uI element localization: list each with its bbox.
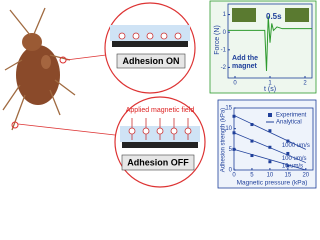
adhesion-off-panel: Applied magnetic field Adhesion OFF bbox=[114, 96, 206, 188]
inset-photo bbox=[285, 8, 309, 22]
connector bbox=[17, 123, 116, 136]
x-axis-label: Magnetic pressure (kPa) bbox=[237, 180, 308, 187]
y-tick-label: -1 bbox=[221, 47, 227, 53]
experiment-point bbox=[250, 139, 254, 143]
connector bbox=[65, 54, 107, 61]
adhesion-on-panel: Adhesion ON bbox=[104, 2, 196, 94]
line-label: 100 um/s bbox=[282, 156, 307, 162]
line-label: 10 um/s bbox=[282, 164, 303, 170]
analytical-line bbox=[233, 115, 306, 150]
y-tick-label: 10 bbox=[225, 126, 232, 132]
analytical-line bbox=[233, 132, 306, 163]
annotation: Add the bbox=[232, 55, 258, 62]
x-axis-label: t (s) bbox=[264, 86, 276, 93]
foot-marker bbox=[11, 121, 19, 129]
x-tick-label: 15 bbox=[285, 173, 292, 179]
annotation: magnet bbox=[232, 63, 258, 70]
experiment-point bbox=[250, 154, 254, 158]
x-tick-label: 0 bbox=[232, 173, 236, 179]
line-label: 1000 um/s bbox=[282, 143, 310, 149]
y-tick-label: 1 bbox=[223, 12, 227, 18]
experiment-point bbox=[268, 160, 272, 164]
y-axis-label: Adhesion strength (kPa) bbox=[221, 108, 227, 172]
y-axis-label: Force (N) bbox=[214, 25, 221, 55]
x-tick-label: 0 bbox=[233, 81, 237, 87]
legend-label: Experiment bbox=[276, 113, 307, 119]
plot-frame bbox=[233, 107, 314, 171]
experiment-point bbox=[286, 164, 290, 168]
legend-marker bbox=[268, 113, 272, 117]
x-tick-label: 20 bbox=[302, 173, 309, 179]
experiment-point bbox=[286, 151, 290, 155]
field-label: Applied magnetic field bbox=[126, 107, 195, 114]
label: Adhesion ON bbox=[122, 56, 179, 66]
y-tick-label: 0 bbox=[223, 30, 227, 36]
y-tick-label: 5 bbox=[229, 147, 233, 153]
experiment-point bbox=[268, 129, 272, 133]
force-line bbox=[228, 16, 312, 71]
y-tick-label: 0 bbox=[229, 168, 233, 174]
experiment-point bbox=[250, 123, 254, 127]
x-tick-label: 1 bbox=[268, 81, 272, 87]
analytical-line bbox=[233, 148, 306, 171]
x-tick-label: 2 bbox=[303, 81, 307, 87]
label: Adhesion OFF bbox=[127, 157, 189, 167]
x-tick-label: 5 bbox=[250, 173, 254, 179]
graphical-abstract: Adhesion ON Applied magnetic field Adhes… bbox=[2, 0, 317, 189]
y-tick-label: 15 bbox=[225, 106, 232, 112]
annotation: 0.5s bbox=[266, 12, 282, 21]
legend-label: Analytical bbox=[276, 120, 302, 126]
y-tick-label: -2 bbox=[221, 65, 227, 71]
inset-photo bbox=[232, 8, 256, 22]
insect bbox=[2, 7, 76, 131]
experiment-point bbox=[232, 114, 236, 118]
x-tick-label: 10 bbox=[267, 173, 274, 179]
